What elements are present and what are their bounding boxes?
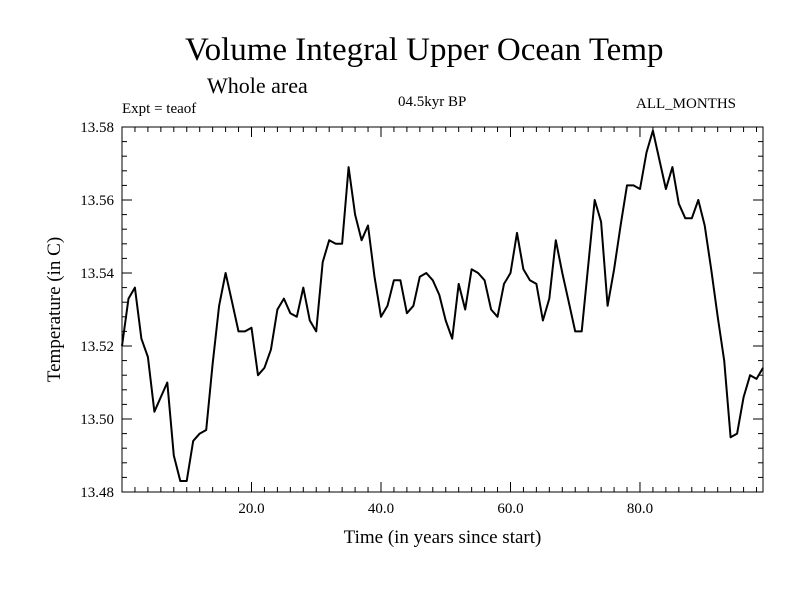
plot-frame (121, 126, 764, 493)
months-label: ALL_MONTHS (636, 96, 736, 112)
y-tick-label: 13.58 (80, 120, 114, 136)
experiment-label: Expt = teaof (122, 101, 197, 117)
x-axis-label: Time (in years since start) (344, 527, 542, 548)
chart-title: Volume Integral Upper Ocean Temp (185, 32, 664, 68)
temperature-series-line (121, 129, 764, 482)
period-label: 04.5kyr BP (398, 94, 467, 110)
y-tick-label: 13.54 (80, 266, 114, 282)
y-tick-label: 13.52 (80, 339, 114, 355)
x-tick-label: 80.0 (627, 501, 653, 517)
y-tick-label: 13.56 (80, 193, 114, 209)
y-tick-label: 13.48 (80, 485, 114, 501)
x-tick-label: 20.0 (238, 501, 264, 517)
chart-subtitle: Whole area (207, 73, 308, 98)
x-tick-label: 60.0 (497, 501, 523, 517)
y-axis-label: Temperature (in C) (44, 237, 65, 382)
x-tick-label: 40.0 (368, 501, 394, 517)
y-tick-label: 13.50 (80, 412, 114, 428)
